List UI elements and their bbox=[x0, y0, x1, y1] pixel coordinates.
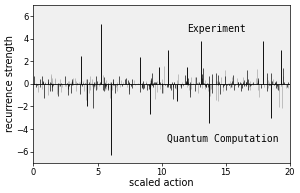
Text: Quantum Computation: Quantum Computation bbox=[167, 134, 278, 144]
X-axis label: scaled action: scaled action bbox=[129, 178, 194, 188]
Text: Experiment: Experiment bbox=[187, 24, 246, 34]
Y-axis label: recurrence strength: recurrence strength bbox=[5, 35, 15, 132]
